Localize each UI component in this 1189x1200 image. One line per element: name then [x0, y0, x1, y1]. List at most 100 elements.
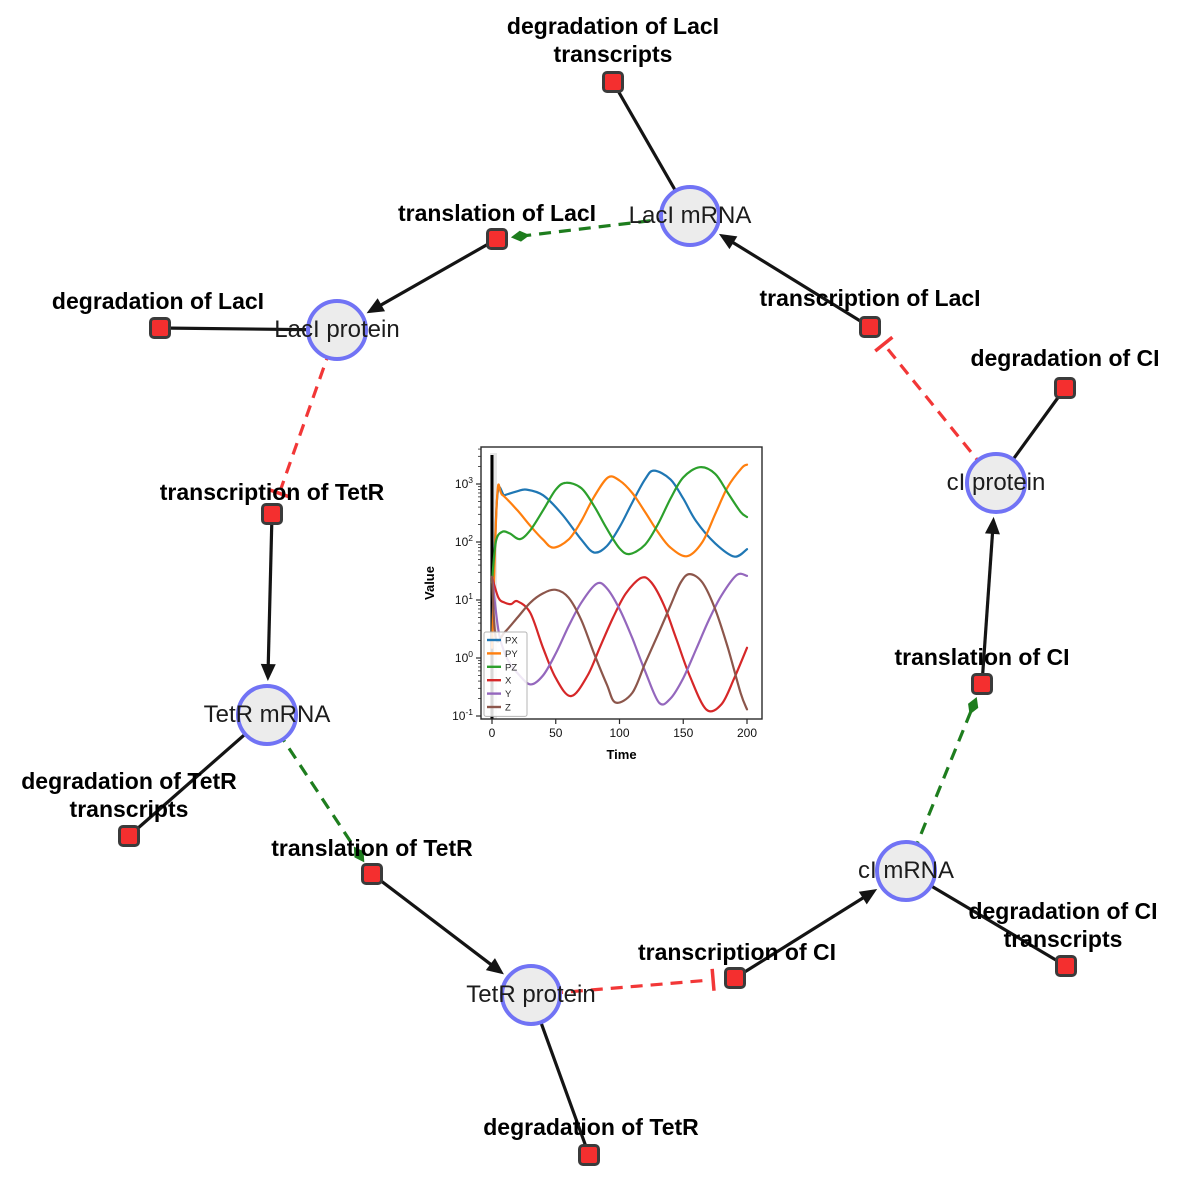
edge-transl_ci-ci_protein [980, 516, 1000, 685]
reaction-node-tx_laci [859, 316, 881, 338]
reaction-label-line: transcription of CI [637, 939, 837, 965]
arrowhead-icon [485, 958, 504, 975]
production-line [266, 513, 274, 667]
legend-label-Z: Z [505, 703, 511, 714]
x-axis-label: Time [606, 747, 636, 762]
reaction-label-line: degradation of CI [970, 345, 1160, 371]
edge-ci_mrna-deg_ci_tx [905, 869, 1067, 968]
legend-label-X: X [505, 676, 512, 687]
reaction-label-transl_laci: translation of LacI [398, 199, 596, 227]
reaction-label-line: transcripts [69, 796, 189, 822]
reaction-node-deg_laci [149, 317, 171, 339]
reaction-node-transl_ci [971, 673, 993, 695]
chart-series-PX [490, 469, 749, 642]
reaction-label-tx_tetr: transcription of TetR [160, 478, 384, 506]
production-line [371, 872, 493, 967]
y-axis-label: Value [422, 566, 437, 600]
arrowhead-icon [984, 516, 1000, 535]
reaction-label-deg_ci: degradation of CI [970, 344, 1159, 372]
reaction-node-tx_tetr [261, 503, 283, 525]
reaction-label-deg_tetr_tx: degradation of TetR transcripts [21, 767, 237, 823]
reaction-label-line: transcription of LacI [759, 285, 981, 311]
reaction-label-deg_tetr: degradation of TetR [483, 1113, 699, 1141]
x-tick-label: 50 [549, 726, 563, 740]
reaction-node-deg_tetr_tx [118, 825, 140, 847]
activation-arrowhead-icon [353, 846, 365, 863]
reaction-label-deg_ci_tx: degradation of CI transcripts [968, 897, 1157, 953]
x-tick-label: 100 [609, 726, 629, 740]
inset-chart: 0 50 100 150 200 10-1 100 101 102 103 Time Value PX P… [422, 446, 763, 762]
edge-transl_laci-laci_protein [366, 237, 498, 314]
legend-label-PZ: PZ [505, 662, 517, 673]
reaction-label-line: translation of LacI [397, 200, 597, 226]
production-line [980, 531, 995, 685]
x-tick-label: 200 [737, 726, 757, 740]
reaction-label-deg_laci: degradation of LacI [52, 287, 264, 315]
reaction-label-line: translation of CI [894, 644, 1070, 670]
production-line [734, 895, 866, 980]
reaction-node-deg_ci_tx [1055, 955, 1077, 977]
chart-series-Z [490, 572, 749, 711]
reaction-node-transl_tetr [361, 863, 383, 885]
y-tick-label: 103 [455, 475, 473, 491]
reaction-label-line: transcripts [1003, 926, 1123, 952]
species-label-ci_protein: cI protein [946, 469, 1046, 496]
reaction-label-transl_ci: translation of CI [894, 643, 1069, 671]
species-node-tetr_mrna [236, 684, 298, 746]
edge-tx_tetr-tetr_mrna [260, 513, 276, 682]
chart-frame [480, 446, 763, 720]
production-line [730, 240, 871, 329]
reaction-label-transl_tetr: translation of TetR [271, 834, 472, 862]
legend-label-PX: PX [505, 636, 518, 647]
reaction-label-line: degradation of TetR [21, 768, 237, 794]
species-label-tetr_protein: TetR protein [466, 981, 596, 1008]
y-tick-label: 102 [455, 533, 473, 549]
reaction-label-deg_laci_tx: degradation of LacI transcripts [507, 12, 719, 68]
species-label-tetr_mrna: TetR mRNA [203, 701, 331, 728]
reaction-label-line: transcripts [553, 41, 673, 67]
reaction-node-tx_ci [724, 967, 746, 989]
reaction-node-transl_laci [486, 228, 508, 250]
edge-transl_tetr-tetr_protein [371, 872, 504, 975]
species-label-laci_protein: LacI protein [274, 316, 400, 343]
chart-series-X [490, 575, 749, 713]
reaction-label-line: translation of TetR [271, 835, 473, 861]
reaction-label-line: degradation of LacI [51, 288, 265, 314]
species-label-ci_mrna: cI mRNA [858, 857, 954, 884]
arrowhead-icon [366, 298, 386, 314]
y-tick-label: 10-1 [452, 707, 473, 723]
inhibition-tee-icon [874, 335, 894, 353]
species-node-tetr_protein [500, 964, 562, 1026]
arrowhead-icon [858, 889, 878, 905]
reaction-label-line: degradation of LacI [506, 13, 720, 39]
activation-arrowhead-icon [968, 696, 979, 715]
y-tick-label: 100 [455, 649, 473, 665]
reaction-label-tx_ci: transcription of CI [638, 938, 836, 966]
chart-series-PY [490, 463, 749, 649]
species-label-laci_mrna: LacI mRNA [628, 202, 752, 229]
reaction-label-line: degradation of TetR [483, 1114, 699, 1140]
consumption-line [905, 869, 1067, 968]
reaction-label-line: degradation of CI [968, 898, 1158, 924]
arrowhead-icon [260, 663, 276, 682]
edge-tx_ci-ci_mrna [734, 889, 878, 980]
reaction-label-tx_laci: transcription of LacI [759, 284, 980, 312]
chart-series-PZ [490, 466, 749, 584]
production-line [378, 237, 498, 308]
x-tick-label: 150 [673, 726, 693, 740]
reaction-label-line: transcription of TetR [159, 479, 385, 505]
reaction-node-deg_laci_tx [602, 71, 624, 93]
x-tick-label: 0 [489, 726, 496, 740]
reaction-node-deg_ci [1054, 377, 1076, 399]
arrowhead-icon [718, 233, 738, 250]
y-tick-label: 101 [455, 591, 473, 607]
species-node-ci_mrna [875, 840, 937, 902]
species-node-laci_protein [306, 299, 368, 361]
species-node-laci_mrna [659, 185, 721, 247]
reaction-node-deg_tetr [578, 1144, 600, 1166]
edge-tx_laci-laci_mrna [718, 233, 871, 329]
inhibition-tee-icon [710, 968, 716, 991]
legend-label-PY: PY [505, 649, 518, 660]
